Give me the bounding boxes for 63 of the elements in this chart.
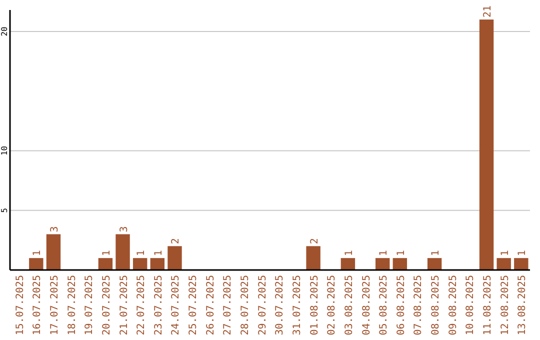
x-tick-label: 19.07.2025 xyxy=(84,275,96,336)
bar xyxy=(392,258,408,270)
x-tick-label: 13.08.2025 xyxy=(517,275,528,336)
x-tick-label: 27.07.2025 xyxy=(222,275,234,336)
bar xyxy=(46,234,61,270)
data-label: 3 xyxy=(49,226,60,232)
data-label: 2 xyxy=(170,238,182,244)
data-label: 21 xyxy=(482,5,494,18)
bar xyxy=(427,258,442,270)
x-tick-label: 21.07.2025 xyxy=(118,275,130,336)
data-label: 1 xyxy=(517,250,528,256)
bar xyxy=(496,258,511,270)
x-tick-label: 15.07.2025 xyxy=(14,275,26,336)
x-tick-label: 02.08.2025 xyxy=(326,275,338,336)
bar xyxy=(340,258,356,270)
x-tick-label: 18.07.2025 xyxy=(66,275,78,336)
x-tick-label: 09.08.2025 xyxy=(448,275,459,336)
y-tick-label: 10 xyxy=(0,146,9,156)
x-tick-label: 12.08.2025 xyxy=(500,275,511,336)
bar xyxy=(132,258,148,270)
x-tick-label: 17.07.2025 xyxy=(49,275,60,336)
x-tick-label: 29.07.2025 xyxy=(257,275,268,336)
x-tick-label: 05.08.2025 xyxy=(378,275,390,336)
bar xyxy=(514,258,528,270)
data-label: 1 xyxy=(396,250,407,256)
data-label: 1 xyxy=(136,250,148,256)
x-tick-label: 25.07.2025 xyxy=(188,275,200,336)
bar xyxy=(306,246,320,270)
x-tick-label: 06.08.2025 xyxy=(396,275,407,336)
data-label: 1 xyxy=(378,250,390,256)
x-tick-label: 04.08.2025 xyxy=(361,275,372,336)
x-tick-label: 01.08.2025 xyxy=(309,275,320,336)
x-tick-label: 30.07.2025 xyxy=(274,275,286,336)
x-tick-label: 26.07.2025 xyxy=(205,275,216,336)
x-tick-label: 11.08.2025 xyxy=(482,275,494,336)
bar xyxy=(98,258,113,270)
x-tick-label: 16.07.2025 xyxy=(32,275,44,336)
x-tick-label: 23.07.2025 xyxy=(153,275,164,336)
y-tick-label: 20 xyxy=(0,26,9,36)
x-tick-label: 31.07.2025 xyxy=(292,275,303,336)
bar xyxy=(29,258,44,270)
x-tick-label: 22.07.2025 xyxy=(136,275,148,336)
bar xyxy=(150,258,165,270)
x-tick-label: 10.08.2025 xyxy=(465,275,476,336)
x-tick-label: 24.07.2025 xyxy=(170,275,182,336)
data-label: 1 xyxy=(430,250,442,256)
bar xyxy=(116,234,130,270)
x-tick-label: 03.08.2025 xyxy=(344,275,355,336)
x-tick-label: 07.08.2025 xyxy=(413,275,424,336)
bar xyxy=(375,258,390,270)
data-label: 1 xyxy=(101,250,112,256)
data-label: 1 xyxy=(153,250,164,256)
y-tick-label: 5 xyxy=(0,208,9,213)
data-label: 1 xyxy=(344,250,355,256)
bar xyxy=(479,20,494,270)
data-label: 1 xyxy=(500,250,511,256)
x-tick-label: 28.07.2025 xyxy=(240,275,252,336)
x-tick-label: 20.07.2025 xyxy=(101,275,112,336)
data-label: 2 xyxy=(309,238,320,244)
data-label: 3 xyxy=(118,226,130,232)
x-tick-label: 08.08.2025 xyxy=(430,275,442,336)
bar xyxy=(168,246,182,270)
data-label: 1 xyxy=(32,250,44,256)
